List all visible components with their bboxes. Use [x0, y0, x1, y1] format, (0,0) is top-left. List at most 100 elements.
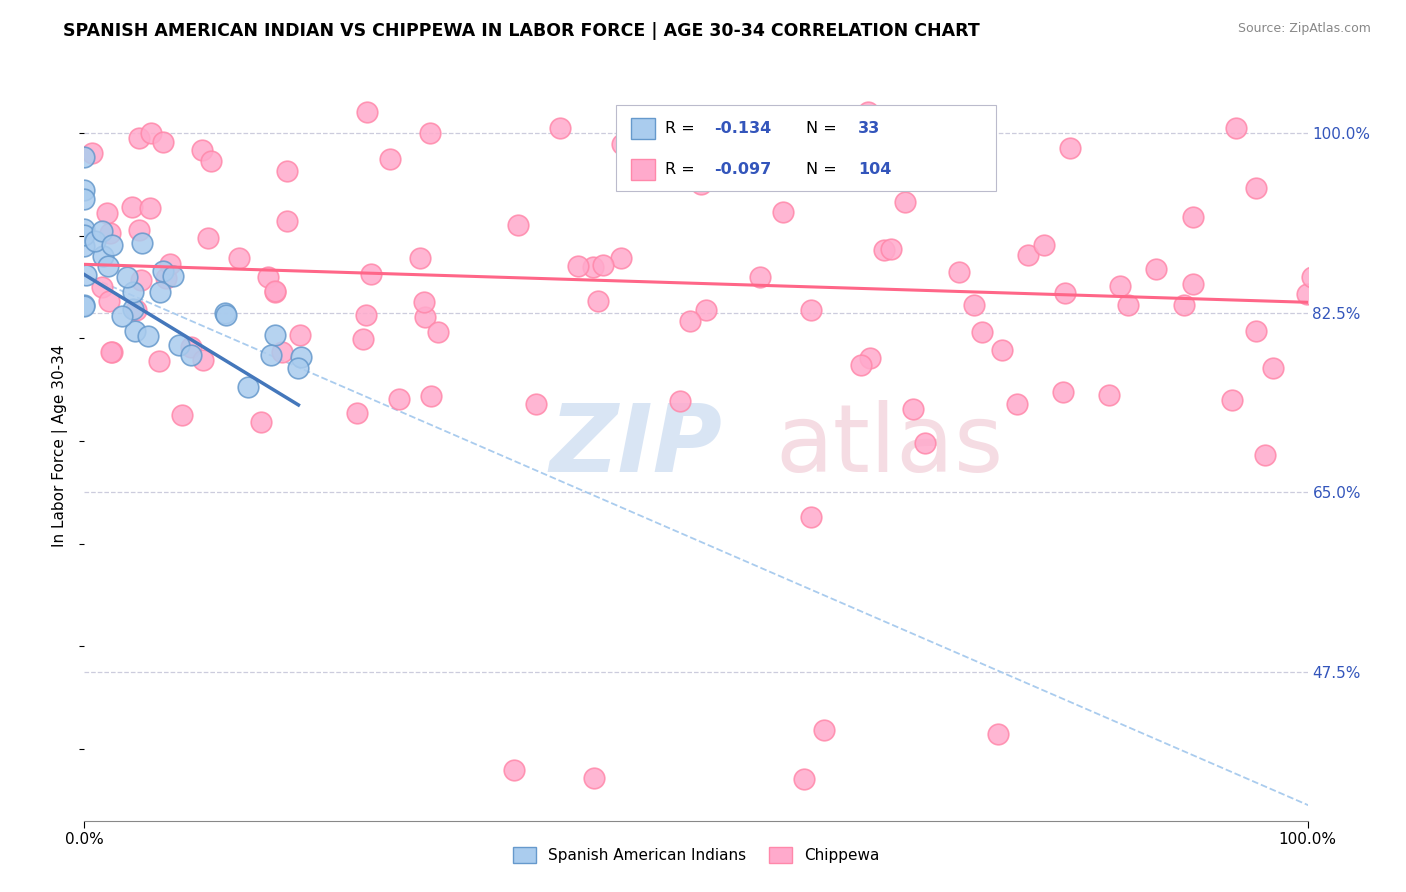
Point — [772, 205, 794, 219]
Point — [1220, 393, 1243, 408]
Point — [1052, 384, 1074, 399]
Point — [1053, 285, 1076, 300]
Point — [1017, 248, 1039, 262]
Point — [73, 238, 96, 252]
Point — [695, 303, 717, 318]
Text: SPANISH AMERICAN INDIAN VS CHIPPEWA IN LABOR FORCE | AGE 30-34 CORRELATION CHART: SPANISH AMERICAN INDIAN VS CHIPPEWA IN L… — [63, 22, 980, 40]
Point — [155, 271, 177, 285]
Point — [346, 406, 368, 420]
Legend: Spanish American Indians, Chippewa: Spanish American Indians, Chippewa — [506, 841, 886, 869]
Point — [256, 269, 278, 284]
Point — [82, 145, 104, 160]
Point — [1173, 298, 1195, 312]
Point — [162, 268, 184, 283]
Point — [1244, 181, 1267, 195]
Point — [167, 338, 190, 352]
Point — [172, 408, 194, 422]
Point — [669, 394, 692, 409]
Point — [526, 397, 548, 411]
Point — [124, 325, 146, 339]
Point — [264, 284, 287, 298]
Point — [131, 235, 153, 250]
Point — [250, 415, 273, 429]
Point — [73, 183, 96, 197]
Point — [264, 285, 287, 300]
Text: -0.134: -0.134 — [714, 121, 770, 136]
Point — [388, 392, 411, 406]
Point — [1253, 448, 1275, 462]
Point — [73, 150, 96, 164]
Point — [508, 219, 530, 233]
Text: R =: R = — [665, 121, 700, 136]
Text: N =: N = — [806, 121, 841, 136]
Point — [215, 308, 238, 322]
Point — [148, 353, 170, 368]
Point — [73, 192, 96, 206]
Text: R =: R = — [665, 162, 700, 178]
Point — [73, 298, 96, 312]
Text: Source: ZipAtlas.com: Source: ZipAtlas.com — [1237, 22, 1371, 36]
Point — [592, 258, 614, 272]
Point — [970, 325, 993, 339]
Point — [191, 143, 214, 157]
Point — [987, 727, 1010, 741]
Point — [159, 257, 181, 271]
Point — [413, 295, 436, 310]
Point — [550, 120, 572, 135]
Point — [588, 293, 610, 308]
Point — [73, 299, 96, 313]
Point — [200, 154, 222, 169]
Point — [360, 268, 382, 282]
Point — [97, 259, 120, 273]
Point — [128, 131, 150, 145]
Point — [1098, 388, 1121, 402]
Point — [567, 259, 589, 273]
Point — [356, 308, 378, 322]
Bar — [631, 119, 655, 139]
Point — [901, 402, 924, 417]
Point — [1032, 238, 1054, 252]
Point — [813, 723, 835, 738]
Point — [97, 294, 120, 309]
Point — [276, 214, 298, 228]
Point — [948, 265, 970, 279]
Text: ZIP: ZIP — [550, 400, 723, 492]
Point — [131, 273, 153, 287]
Point — [100, 344, 122, 359]
Point — [800, 510, 823, 524]
Point — [1109, 278, 1132, 293]
Point — [141, 126, 163, 140]
Point — [1182, 210, 1205, 224]
Point — [73, 228, 96, 243]
Point — [378, 152, 401, 166]
Point — [122, 285, 145, 299]
Point — [1059, 141, 1081, 155]
Point — [749, 269, 772, 284]
Text: 104: 104 — [858, 162, 891, 178]
Point — [1182, 277, 1205, 292]
Point — [180, 340, 202, 354]
Point — [125, 303, 148, 318]
Point — [96, 206, 118, 220]
Point — [356, 105, 378, 120]
Point — [419, 126, 441, 140]
Point — [139, 202, 162, 216]
Point — [800, 303, 823, 318]
Point — [91, 280, 114, 294]
Text: 33: 33 — [858, 121, 880, 136]
Point — [84, 235, 107, 249]
Point — [894, 194, 917, 209]
Point — [287, 361, 309, 376]
Point — [582, 771, 605, 785]
Point — [1225, 121, 1247, 136]
Point — [236, 380, 259, 394]
Point — [880, 243, 903, 257]
Point — [228, 252, 250, 266]
Point — [128, 223, 150, 237]
Point — [873, 243, 896, 257]
Point — [740, 122, 762, 136]
Point — [193, 353, 215, 368]
Point — [276, 164, 298, 178]
Point — [136, 328, 159, 343]
Point — [793, 772, 815, 787]
